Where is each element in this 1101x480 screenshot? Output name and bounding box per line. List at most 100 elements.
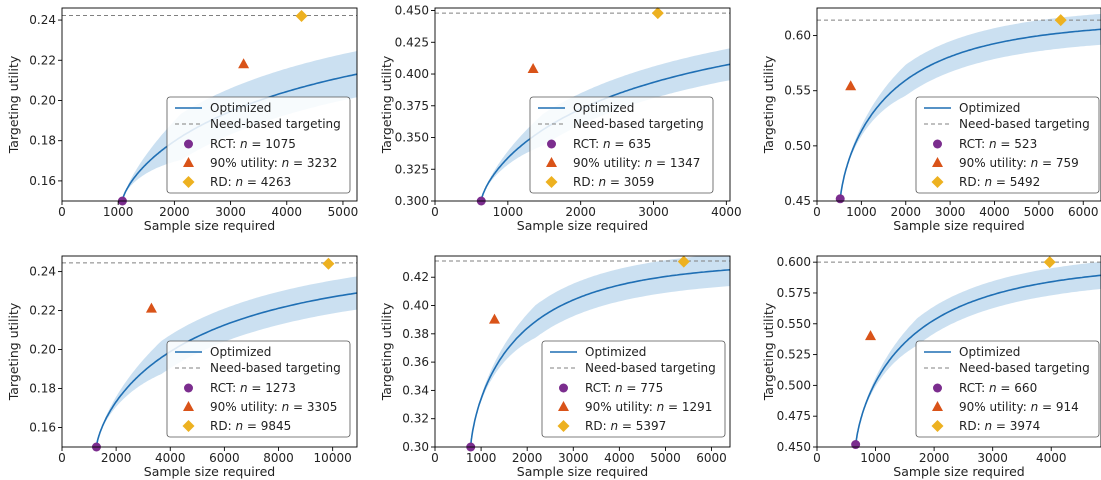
x-tick-label: 4000 bbox=[1036, 451, 1067, 465]
y-tick-label: 0.425 bbox=[395, 35, 429, 49]
x-tick-label: 2000 bbox=[890, 205, 921, 219]
x-tick-label: 4000 bbox=[271, 205, 302, 219]
legend-utility90-label: 90% utility: n = 3232 bbox=[210, 156, 337, 170]
x-tick-label: 4000 bbox=[711, 205, 742, 219]
y-tick-label: 0.32 bbox=[402, 412, 429, 426]
optimized-line bbox=[469, 269, 730, 447]
x-axis-label: Sample size required bbox=[144, 464, 275, 479]
rd-marker bbox=[677, 255, 690, 268]
legend-rd-swatch bbox=[931, 420, 944, 432]
x-tick-label: 6000 bbox=[696, 451, 727, 465]
legend-rd-swatch bbox=[182, 176, 195, 188]
x-axis-label: Sample size required bbox=[893, 464, 1024, 479]
legend-utility90-swatch bbox=[546, 157, 557, 167]
y-axis-label: Targeting utility bbox=[6, 55, 21, 154]
y-tick-label: 0.22 bbox=[29, 53, 56, 67]
legend-optimized-label: Optimized bbox=[210, 101, 271, 115]
legend-rd-swatch bbox=[557, 420, 570, 432]
chart-panel-1: 0 1000 2000 3000 4000 5000 0.16 0.18 0.20 0.22 0.2… bbox=[6, 7, 358, 233]
chart-panel-6: 0 1000 2000 3000 4000 0.450 0.475 0.500 0.525 0.5… bbox=[761, 255, 1101, 479]
legend-box bbox=[529, 96, 714, 194]
y-axis-label: Targeting utility bbox=[379, 302, 394, 401]
legend-rct-label: RCT: n = 775 bbox=[585, 381, 663, 395]
x-tick-label: 0 bbox=[58, 451, 66, 465]
y-tick-label: 0.60 bbox=[784, 29, 811, 43]
legend-box bbox=[915, 340, 1100, 438]
y-tick-label: 0.500 bbox=[777, 378, 811, 392]
x-tick-label: 4000 bbox=[979, 205, 1010, 219]
y-tick-label: 0.34 bbox=[402, 383, 429, 397]
legend-rd-label: RD: n = 5492 bbox=[959, 175, 1040, 189]
legend: Optimized Need-based targeting RCT: n = 63… bbox=[529, 96, 714, 194]
x-tick-label: 4000 bbox=[155, 451, 186, 465]
confidence-band bbox=[96, 276, 357, 447]
x-tick-label: 5000 bbox=[1024, 205, 1055, 219]
legend-optimized-label: Optimized bbox=[573, 101, 634, 115]
y-tick-label: 0.525 bbox=[777, 348, 811, 362]
legend-rct-label: RCT: n = 1075 bbox=[210, 137, 296, 151]
legend-rct-swatch bbox=[933, 139, 942, 149]
legend-rd-label: RD: n = 3974 bbox=[959, 419, 1040, 433]
legend-box bbox=[915, 96, 1100, 194]
x-tick-label: 3000 bbox=[638, 205, 669, 219]
legend: Optimized Need-based targeting RCT: n = 77… bbox=[541, 340, 726, 438]
y-tick-label: 0.45 bbox=[784, 194, 811, 208]
legend-rct-label: RCT: n = 523 bbox=[959, 137, 1037, 151]
y-axis-label: Targeting utility bbox=[6, 302, 21, 401]
x-tick-label: 3000 bbox=[935, 205, 966, 219]
legend-utility90-swatch bbox=[932, 157, 943, 167]
y-tick-label: 0.38 bbox=[402, 327, 429, 341]
axes-frame bbox=[61, 7, 358, 202]
chart-panel-5: 0 1000 2000 3000 4000 5000 6000 0.30 0.32 0.34 0.3… bbox=[379, 255, 731, 479]
legend-optimized-label: Optimized bbox=[210, 345, 271, 359]
legend-utility90-swatch bbox=[558, 401, 569, 411]
y-tick-label: 0.22 bbox=[29, 304, 56, 318]
confidence-band bbox=[840, 13, 1101, 201]
y-tick-label: 0.450 bbox=[777, 440, 811, 454]
legend-utility90-swatch bbox=[183, 401, 194, 411]
utility90-marker bbox=[527, 62, 539, 73]
legend-rct-label: RCT: n = 635 bbox=[573, 137, 651, 151]
x-tick-label: 1000 bbox=[493, 205, 524, 219]
legend-rct-swatch bbox=[547, 139, 556, 149]
x-tick-label: 0 bbox=[431, 205, 439, 219]
x-tick-label: 1000 bbox=[466, 451, 497, 465]
y-tick-label: 0.20 bbox=[29, 93, 56, 107]
x-tick-label: 2000 bbox=[101, 451, 132, 465]
utility90-marker bbox=[145, 302, 157, 313]
x-tick-label: 6000 bbox=[209, 451, 240, 465]
x-tick-label: 2000 bbox=[919, 451, 950, 465]
optimized-line bbox=[854, 274, 1101, 447]
y-tick-label: 0.450 bbox=[395, 4, 429, 18]
x-tick-label: 1000 bbox=[860, 451, 891, 465]
legend-utility90-label: 90% utility: n = 1347 bbox=[573, 156, 700, 170]
rd-marker bbox=[322, 257, 335, 270]
legend-utility90-label: 90% utility: n = 3305 bbox=[210, 400, 337, 414]
legend-rd-swatch bbox=[182, 420, 195, 432]
y-tick-label: 0.20 bbox=[29, 343, 56, 357]
y-axis-label: Targeting utility bbox=[761, 55, 776, 154]
axes-frame bbox=[816, 255, 1101, 448]
x-tick-label: 0 bbox=[431, 451, 439, 465]
legend-rd-label: RD: n = 4263 bbox=[210, 175, 291, 189]
rct-marker bbox=[851, 440, 861, 450]
x-tick-label: 4000 bbox=[604, 451, 635, 465]
x-axis-label: Sample size required bbox=[893, 218, 1024, 233]
x-tick-label: 3000 bbox=[558, 451, 589, 465]
y-tick-label: 0.16 bbox=[29, 421, 56, 435]
legend-rct-swatch bbox=[184, 383, 193, 393]
rd-marker bbox=[295, 10, 308, 23]
legend-optimized-label: Optimized bbox=[585, 345, 646, 359]
x-axis-label: Sample size required bbox=[517, 464, 648, 479]
axes-frame bbox=[434, 7, 731, 202]
axes-frame bbox=[61, 255, 358, 448]
y-tick-label: 0.55 bbox=[784, 84, 811, 98]
y-tick-label: 0.24 bbox=[29, 13, 56, 27]
optimized-line bbox=[839, 28, 1101, 201]
legend-box bbox=[166, 340, 351, 438]
legend-rd-swatch bbox=[931, 176, 944, 188]
y-axis-label: Targeting utility bbox=[379, 55, 394, 154]
y-axis-label: Targeting utility bbox=[761, 302, 776, 401]
legend-rct-label: RCT: n = 660 bbox=[959, 381, 1037, 395]
